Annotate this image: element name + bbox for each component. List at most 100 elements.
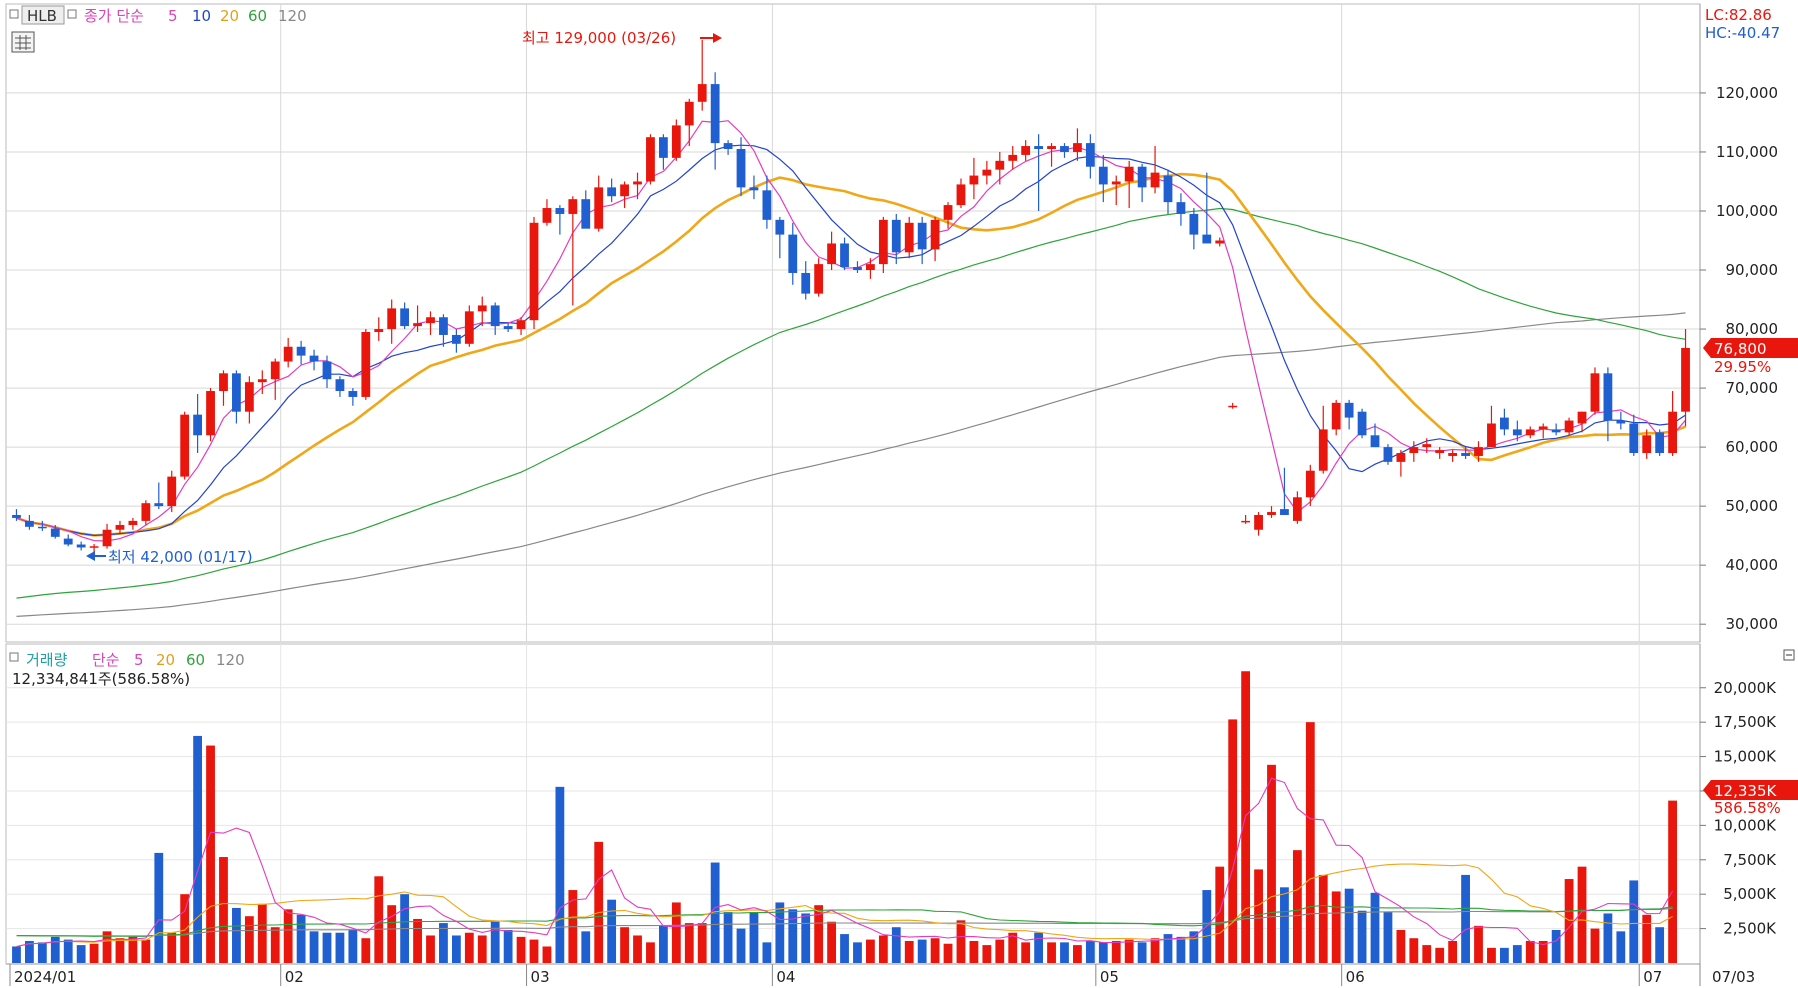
candle-body [516,320,526,330]
candle-body [1681,347,1690,412]
candle-body [1357,411,1367,436]
table-icon[interactable] [11,31,35,53]
volume-bar [1060,942,1069,963]
candle-body [439,317,448,335]
candle-body [1564,420,1574,433]
candle-body [568,199,578,214]
volume-bar [76,945,86,963]
volume-bar [995,939,1005,963]
volume-bar [969,940,979,963]
candle-body [969,175,979,185]
vol-ma20-label: 20 [156,651,175,669]
price-tick-label: 110,000 [1716,143,1778,161]
candle-body [1422,444,1432,448]
symbol-box[interactable] [21,5,65,25]
candle-body [1073,143,1082,152]
candle-body [788,234,798,273]
candle-body [1512,429,1522,436]
volume-bar [426,935,435,963]
volume-bar [1344,888,1354,963]
candle-body [775,219,785,235]
volume-bar [439,923,448,963]
candle-body [814,264,824,294]
candle-body [322,361,332,380]
candle-body [180,414,190,477]
candle-body [542,208,552,223]
ma120-line [16,312,1686,617]
candle-body [1267,512,1276,515]
legend-box-icon[interactable] [9,9,19,19]
volume-bar [684,923,694,963]
candle-body [167,476,177,507]
candle-body [1577,411,1587,424]
volume-bar [193,735,203,963]
volume-tick-label: 17,500K [1714,713,1777,731]
volume-bar [1603,913,1613,963]
volume-bar [1047,942,1056,963]
candles [12,39,1690,554]
volume-bar [167,932,177,963]
volume-bar [1137,942,1147,963]
candle-body [1085,143,1095,167]
candle-body [1189,213,1199,235]
volume-bar [840,934,849,963]
candle-body [1383,447,1393,462]
volume-bar [814,905,824,963]
volume-bar [788,909,798,963]
price-tick-label: 70,000 [1726,379,1779,397]
price-ma-label: 종가 단순 [84,7,144,25]
candle-body [206,391,215,436]
volume-bar [943,943,953,963]
price-tick-label: 100,000 [1716,202,1778,220]
legend-box-icon[interactable] [9,652,19,662]
volume-bar [1124,939,1134,963]
candle-body [413,323,422,327]
volume-bar [1448,940,1458,963]
candle-body [1331,402,1341,430]
volume-bar [516,936,526,963]
volume-bar [633,935,642,963]
volume-bar [206,745,215,963]
candle-body [736,149,746,188]
volume-bar [529,939,539,963]
volume-bar [1318,874,1328,963]
candle-body [697,84,707,102]
volume-bar [1085,940,1095,963]
candle-body [50,528,60,537]
volume-bar [1150,938,1160,963]
candle-body [283,346,293,362]
candle-body [1292,497,1302,521]
volume-bar [464,932,474,963]
volume-bar [1499,947,1509,963]
price-tick-label: 50,000 [1726,497,1779,515]
candle-body [25,520,34,527]
volume-bar [982,945,992,963]
volume-tag [1711,780,1798,800]
volume-bar [89,943,99,963]
candle-body [451,334,461,344]
legend-box-icon[interactable] [67,9,77,19]
volume-bar [891,927,901,963]
ma20-line [16,172,1686,537]
volume-bar [1215,866,1225,963]
candle-body [917,222,927,250]
vol-ma5-line [16,777,1674,948]
volume-tick-label: 15,000K [1714,748,1777,766]
volume-bar [607,899,617,963]
volume-bar [749,912,759,963]
ma60-label: 60 [248,7,267,25]
hc-label: HC:-40.47 [1705,24,1780,42]
candle-body [1538,426,1548,430]
candle-body [503,326,513,330]
volume-bar [1254,869,1263,963]
volume-bar [37,942,47,963]
candle-body [1409,447,1419,454]
volume-bar [542,946,552,963]
candle-body [1435,450,1445,454]
candle-body [1551,429,1561,433]
candle-body [866,264,875,271]
candle-body [1629,423,1639,454]
candle-body [762,190,772,220]
volume-bar [1034,932,1044,963]
